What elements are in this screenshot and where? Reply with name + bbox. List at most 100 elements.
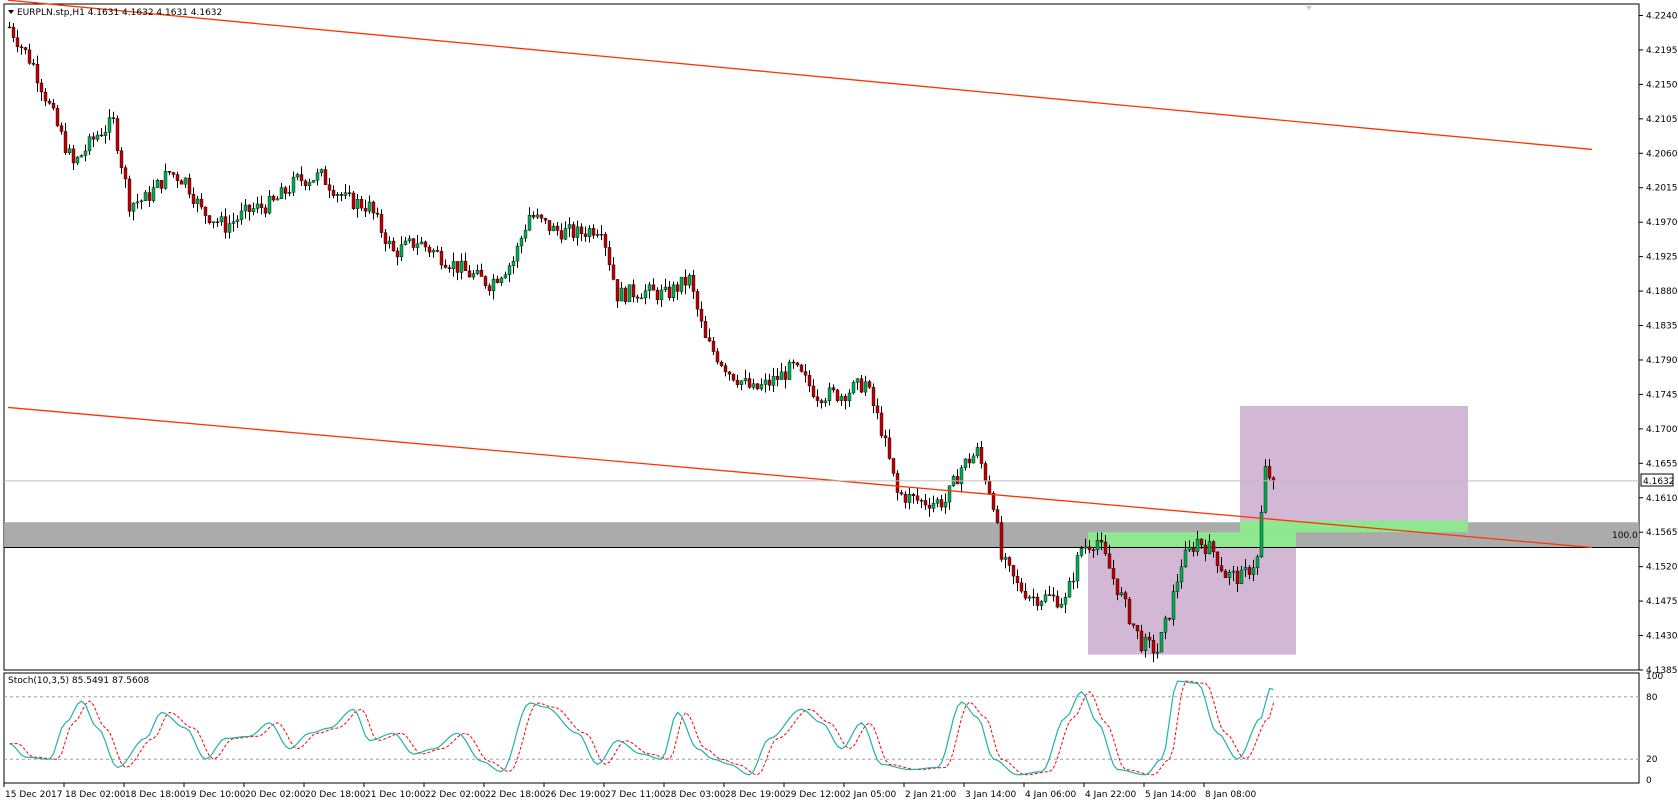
candle-body	[1147, 636, 1152, 641]
candle-body	[931, 503, 936, 509]
candle-body	[903, 493, 908, 503]
candle-body	[1035, 596, 1040, 606]
candle-body	[607, 247, 612, 266]
candle-body	[527, 214, 532, 231]
candle-body	[35, 64, 40, 84]
current-price-tag-label: 4.1632	[1643, 477, 1675, 487]
candle-body	[1067, 581, 1072, 598]
candle-body	[1167, 617, 1172, 620]
candle-body	[843, 395, 848, 402]
candle-body	[743, 378, 748, 382]
candle-body	[91, 136, 96, 140]
candle-body	[1227, 572, 1232, 578]
candle-body	[555, 225, 560, 231]
candle-body	[47, 100, 52, 104]
candle-body	[855, 378, 860, 383]
candle-body	[1015, 575, 1020, 583]
candle-body	[163, 171, 168, 189]
candle-body	[631, 284, 636, 298]
candle-body	[679, 276, 684, 292]
candle-body	[715, 351, 720, 363]
candle-body	[695, 291, 700, 310]
candle-body	[1207, 541, 1212, 555]
stoch-main-line	[9, 680, 1274, 776]
candle-body	[367, 201, 372, 212]
candle-body	[1075, 555, 1080, 582]
candle-body	[403, 240, 408, 245]
candle-body	[387, 240, 392, 245]
candle-body	[251, 208, 256, 212]
collapse-triangle-icon[interactable]	[8, 10, 14, 14]
candle-body	[359, 199, 364, 209]
candle-body	[375, 212, 380, 215]
candle-body	[1139, 630, 1144, 652]
candle-body	[1155, 651, 1160, 654]
candle-body	[111, 117, 116, 119]
candle-body	[7, 26, 12, 29]
x-tick-label: 4 Jan 22:00	[1085, 790, 1137, 800]
x-tick-label: 19 Dec 10:00	[185, 790, 246, 800]
candle-body	[923, 500, 928, 506]
candle-body	[775, 375, 780, 380]
candle-body	[639, 297, 644, 300]
candle-body	[1123, 592, 1128, 600]
candle-body	[859, 378, 864, 393]
candle-body	[279, 187, 284, 199]
candle-body	[567, 224, 572, 229]
x-tick-label: 20 Dec 02:00	[245, 790, 306, 800]
channel-upper-line	[7, 0, 1593, 151]
candle-body	[571, 224, 576, 238]
candle-body	[171, 172, 176, 175]
candle-body	[291, 176, 296, 193]
candle-body	[787, 361, 792, 380]
candle-body	[1231, 570, 1236, 573]
candle-body	[979, 447, 984, 464]
candle-body	[1103, 541, 1108, 555]
candle-body	[219, 216, 224, 223]
candle-body	[183, 177, 188, 185]
price-axis: 4.2240 4.2195 4.2150 4.2105 4.2060 4.2015 4.19…	[1639, 11, 1678, 676]
candle-body	[583, 233, 588, 237]
candle-body	[1051, 594, 1056, 597]
candle-body	[419, 241, 424, 245]
candle-body	[267, 195, 272, 214]
candle-body	[31, 63, 36, 65]
candles-layer	[7, 21, 1276, 663]
candle-body	[1195, 538, 1200, 552]
candle-body	[139, 200, 144, 203]
candle-body	[719, 361, 724, 366]
stoch-level-label: 0	[1646, 776, 1652, 786]
candle-body	[759, 384, 764, 390]
candle-body	[691, 275, 696, 292]
fib-level-label: 100.0	[1612, 531, 1638, 541]
x-tick-label: 3 Jan 14:00	[965, 790, 1017, 800]
candle-body	[467, 270, 472, 278]
candle-body	[927, 504, 932, 509]
candle-body	[463, 260, 468, 271]
time-axis: 15 Dec 2017 18 Dec 02:00 18 Dec 18:00 19 De…	[3, 783, 1257, 800]
candle-body	[675, 284, 680, 292]
candle-body	[771, 375, 776, 386]
candle-body	[1107, 553, 1112, 569]
stochastic-label: Stoch(10,3,5) 85.5491 87.5608	[8, 676, 149, 686]
candle-body	[767, 379, 772, 386]
candle-body	[907, 494, 912, 503]
candle-body	[439, 251, 444, 266]
candle-body	[231, 221, 236, 224]
candle-body	[351, 192, 356, 209]
candle-body	[23, 47, 28, 51]
candle-body	[1047, 594, 1052, 596]
candle-body	[815, 396, 820, 401]
candle-body	[1239, 569, 1244, 585]
candle-body	[947, 485, 952, 503]
candle-body	[19, 46, 24, 49]
candle-body	[1079, 548, 1084, 556]
shift-marker-icon[interactable]	[1306, 6, 1312, 10]
candle-body	[823, 400, 828, 403]
candle-body	[1251, 567, 1256, 575]
candle-body	[339, 193, 344, 196]
candle-body	[123, 167, 128, 180]
candle-body	[191, 194, 196, 204]
indicator-frame	[3, 672, 1640, 784]
